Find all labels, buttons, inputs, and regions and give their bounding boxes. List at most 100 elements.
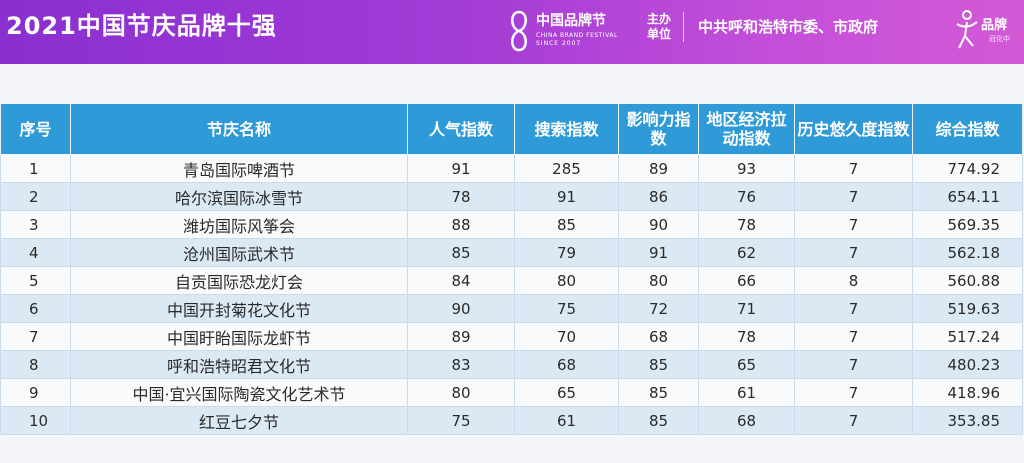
cell-index: 10	[0, 406, 71, 435]
cell-index: 1	[0, 154, 71, 183]
cell-name: 沧州国际武术节	[70, 238, 408, 267]
column-header-influence: 影响力指数	[618, 103, 699, 155]
brand-logo-sub: 冠化中	[989, 35, 1010, 43]
cell-total: 654.11	[912, 182, 1023, 211]
cell-history: 7	[794, 294, 913, 323]
cell-popularity: 88	[407, 210, 515, 239]
cell-search: 285	[514, 154, 619, 183]
header-divider	[683, 12, 684, 42]
cell-search: 85	[514, 210, 619, 239]
column-header-search: 搜索指数	[514, 103, 619, 155]
dancer-logo-icon	[956, 10, 978, 49]
cell-influence: 68	[618, 322, 699, 351]
cell-economy: 65	[698, 350, 795, 379]
cell-influence: 89	[618, 154, 699, 183]
cell-total: 569.35	[912, 210, 1023, 239]
table-row: 5 自贡国际恐龙灯会 84 80 80 66 8 560.88	[0, 266, 1023, 295]
cell-economy: 62	[698, 238, 795, 267]
cell-name: 呼和浩特昭君文化节	[70, 350, 408, 379]
cell-influence: 85	[618, 378, 699, 407]
cell-search: 61	[514, 406, 619, 435]
cell-influence: 86	[618, 182, 699, 211]
cell-index: 7	[0, 322, 71, 351]
brand-logo: 品牌 冠化中	[955, 8, 1024, 56]
column-header-index: 序号	[0, 103, 71, 155]
column-header-economy: 地区经济拉动指数	[698, 103, 795, 155]
cell-influence: 85	[618, 406, 699, 435]
column-header-history: 历史悠久度指数	[794, 103, 913, 155]
cell-search: 80	[514, 266, 619, 295]
cell-influence: 80	[618, 266, 699, 295]
table-row: 3 潍坊国际风筝会 88 85 90 78 7 569.35	[0, 210, 1023, 239]
cell-name: 中国盱眙国际龙虾节	[70, 322, 408, 351]
logo-english: CHINA BRAND FESTIVAL	[536, 32, 618, 39]
host-value: 中共呼和浩特市委、市政府	[698, 18, 879, 36]
cell-search: 65	[514, 378, 619, 407]
cell-index: 3	[0, 210, 71, 239]
cell-economy: 93	[698, 154, 795, 183]
cell-name: 青岛国际啤酒节	[70, 154, 408, 183]
table-row: 7 中国盱眙国际龙虾节 89 70 68 78 7 517.24	[0, 322, 1023, 351]
logo-name: 中国品牌节	[536, 13, 606, 29]
cell-influence: 85	[618, 350, 699, 379]
cell-total: 562.18	[912, 238, 1023, 267]
logo-since: SINCE 2007	[536, 40, 582, 47]
cell-influence: 72	[618, 294, 699, 323]
cell-history: 7	[794, 378, 913, 407]
cell-popularity: 89	[407, 322, 515, 351]
cell-index: 8	[0, 350, 71, 379]
cell-name: 中国·宜兴国际陶瓷文化艺术节	[70, 378, 408, 407]
cell-index: 9	[0, 378, 71, 407]
table-row: 6 中国开封菊花文化节 90 75 72 71 7 519.63	[0, 294, 1023, 323]
cell-economy: 78	[698, 210, 795, 239]
table-row: 2 哈尔滨国际冰雪节 78 91 86 76 7 654.11	[0, 182, 1023, 211]
cell-history: 8	[794, 266, 913, 295]
table-row: 8 呼和浩特昭君文化节 83 68 85 65 7 480.23	[0, 350, 1023, 379]
table-row: 4 沧州国际武术节 85 79 91 62 7 562.18	[0, 238, 1023, 267]
cell-total: 418.96	[912, 378, 1023, 407]
cell-index: 6	[0, 294, 71, 323]
cell-popularity: 78	[407, 182, 515, 211]
cell-popularity: 91	[407, 154, 515, 183]
cell-search: 75	[514, 294, 619, 323]
cell-popularity: 85	[407, 238, 515, 267]
cell-search: 70	[514, 322, 619, 351]
cell-total: 519.63	[912, 294, 1023, 323]
cell-name: 中国开封菊花文化节	[70, 294, 408, 323]
cell-influence: 90	[618, 210, 699, 239]
cell-history: 7	[794, 238, 913, 267]
brand-logo-name: 品牌	[981, 18, 1008, 33]
cell-name: 自贡国际恐龙灯会	[70, 266, 408, 295]
cell-name: 哈尔滨国际冰雪节	[70, 182, 408, 211]
cell-economy: 78	[698, 322, 795, 351]
cell-search: 79	[514, 238, 619, 267]
cell-name: 红豆七夕节	[70, 406, 408, 435]
cell-history: 7	[794, 350, 913, 379]
cell-search: 68	[514, 350, 619, 379]
cell-total: 517.24	[912, 322, 1023, 351]
cell-popularity: 84	[407, 266, 515, 295]
cell-history: 7	[794, 406, 913, 435]
column-header-total: 综合指数	[912, 103, 1023, 155]
cell-history: 7	[794, 210, 913, 239]
cell-economy: 66	[698, 266, 795, 295]
cell-economy: 76	[698, 182, 795, 211]
host-label: 主办单位	[646, 12, 671, 41]
cell-history: 7	[794, 182, 913, 211]
table-header-row: 序号 节庆名称 人气指数 搜索指数 影响力指数 地区经济拉动指数 历史悠久度指数…	[0, 103, 1023, 155]
cell-economy: 71	[698, 294, 795, 323]
cell-popularity: 90	[407, 294, 515, 323]
cell-index: 5	[0, 266, 71, 295]
cell-index: 4	[0, 238, 71, 267]
cell-total: 560.88	[912, 266, 1023, 295]
cell-influence: 91	[618, 238, 699, 267]
cell-total: 480.23	[912, 350, 1023, 379]
cell-name: 潍坊国际风筝会	[70, 210, 408, 239]
cell-popularity: 80	[407, 378, 515, 407]
cell-history: 7	[794, 322, 913, 351]
cell-popularity: 75	[407, 406, 515, 435]
infinity-logo-icon	[511, 10, 527, 52]
cell-history: 7	[794, 154, 913, 183]
cell-economy: 61	[698, 378, 795, 407]
cell-economy: 68	[698, 406, 795, 435]
